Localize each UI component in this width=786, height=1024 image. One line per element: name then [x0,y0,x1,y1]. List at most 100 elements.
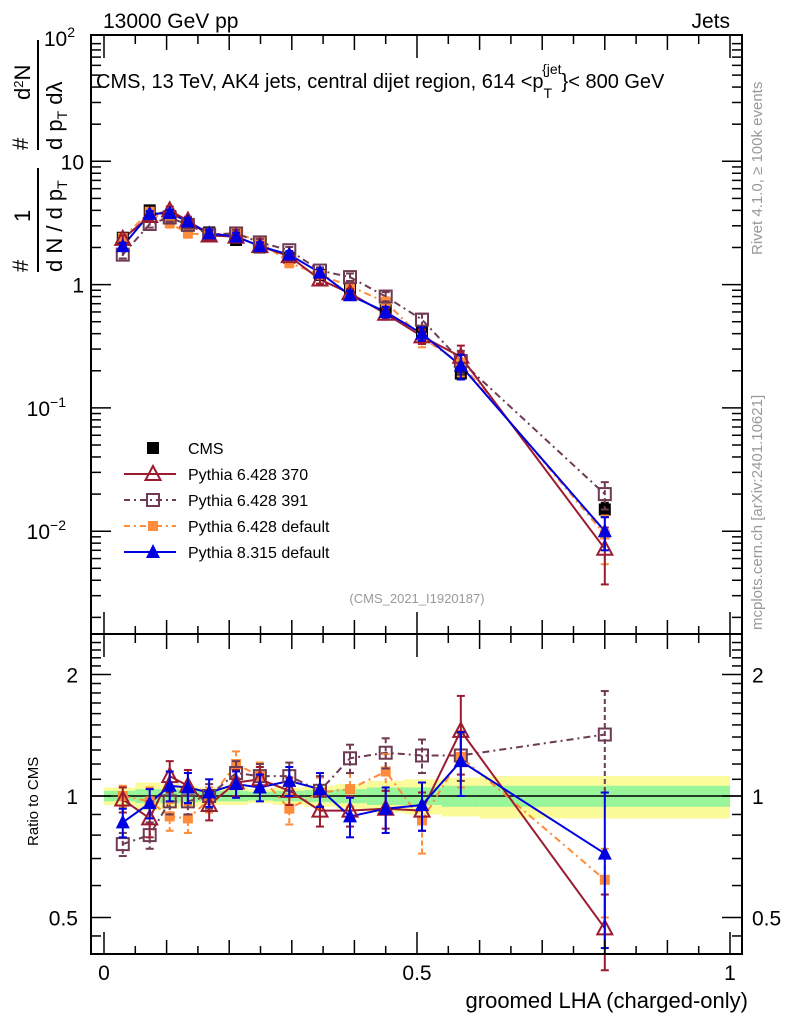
legend-marker-pythia-6-428-370 [143,463,163,481]
main-y-tick-label: 10 [61,151,84,174]
point-pythia-8-315-default [180,779,195,794]
legend-marker-pythia-8-315-default [146,544,160,558]
legend: CMS Pythia 6.428 370 Pythia 6.428 391 Pythi… [124,441,330,562]
annotation: (CMS_2021_I1920187) [349,591,484,606]
main-y-tick-label: 102 [44,24,75,51]
point-pythia-8-315-default [115,814,130,829]
point-pythia-8-315-default [162,205,177,220]
tick-base: 10 [27,398,50,421]
main-title-sup: {jet [542,61,562,77]
point-pythia-6-428-default [345,784,356,795]
point-pythia-8-315-default [343,808,358,823]
point-pythia-8-315-default [229,776,244,791]
legend-marker-cms [147,442,159,454]
point-pythia-6-428-default [284,803,295,814]
ratio-y-label: Ratio to CMS [25,757,42,846]
ylabel-one: 1 [10,210,35,222]
point-pythia-8-315-default [229,228,244,243]
point-pythia-8-315-default [312,781,327,796]
ratio-panel: 0.5 0.51 12 2 0 0.5 1 Ratio to CMS groomed LH… [25,633,781,1013]
point-pythia-8-315-default [180,213,195,228]
series-line-pythia-6-428-370 [122,728,606,929]
tick-exponent: 2 [67,24,75,40]
legend-label-pythia-6-428-370: Pythia 6.428 370 [188,467,308,484]
ratio-y-axis: 0.5 0.5 1 1 2 2 [49,641,781,937]
ylabel-hash-1: # [8,259,33,272]
legend-marker-pythia-6-428-391 [146,493,160,507]
main-y-tick-label: 10−1 [27,394,67,421]
point-pythia-6-428-default [380,766,391,777]
header-right: Jets [691,10,730,33]
main-x-ticks [103,36,731,634]
legend-label-cms: CMS [188,441,224,458]
point-pythia-8-315-default [202,784,217,799]
series-line-pythia-6-428-default [122,755,606,881]
point-pythia-8-315-default [282,246,297,261]
series-line-pythia-6-428-default [122,210,606,536]
point-pythia-8-315-default [415,796,430,811]
main-y-label: # 1 d N / d pT # d2N d pT dλ [8,40,70,272]
ratio-y-tick-label-right: 1 [752,786,764,809]
point-pythia-6-428-391 [378,745,393,760]
point-pythia-8-315-default [162,777,177,792]
ratio-series-markers [113,690,614,972]
legend-marker-pythia-6-428-default [148,521,158,531]
point-pythia-8-315-default [252,779,267,794]
main-title-sub: T [544,85,553,101]
ratio-y-tick-label-right: 0.5 [752,908,781,931]
main-series-markers [113,200,614,586]
point-pythia-8-315-default [115,238,130,253]
tick-base: 10 [27,521,50,544]
ylabel-dn-dpt: d N / d pT [42,180,70,272]
ratio-y-tick-label: 1 [66,786,78,809]
point-pythia-8-315-default [453,753,468,768]
tick-base: 10 [44,28,67,51]
point-pythia-8-315-default [312,264,327,279]
tick-exponent: −2 [50,517,66,533]
point-pythia-6-428-391 [115,837,130,852]
point-pythia-6-428-370 [595,538,614,556]
point-pythia-8-315-default [378,303,393,318]
x-tick-label: 0 [98,962,110,985]
point-pythia-6-428-370 [199,794,219,812]
main-y-tick-label: 10−2 [27,517,67,544]
legend-label-pythia-6-428-391: Pythia 6.428 391 [188,493,308,510]
point-pythia-8-315-default [597,523,612,538]
point-pythia-6-428-391 [343,751,358,766]
tick-base: 1 [72,275,84,298]
ylabel-d2n: d2N [10,65,35,100]
point-pythia-6-428-391 [343,270,358,285]
x-tick-label: 1 [724,962,736,985]
ratio-y-tick-label-right: 2 [752,665,764,688]
main-title-text: CMS, 13 TeV, AK4 jets, central dijet reg… [96,71,544,93]
point-pythia-6-428-391 [415,312,430,327]
main-title-tail: }< 800 GeV [562,71,666,93]
point-pythia-8-315-default [343,287,358,302]
point-pythia-6-428-default [182,228,193,239]
point-pythia-8-315-default [453,357,468,372]
series-line-pythia-6-428-391 [122,216,606,495]
tick-exponent: −1 [50,394,66,410]
ratio-series-lines [122,728,606,929]
header-left: 13000 GeV pp [103,10,238,33]
point-pythia-6-428-391 [597,727,612,742]
point-pythia-8-315-default [378,800,393,815]
main-title: CMS, 13 TeV, AK4 jets, central dijet reg… [96,61,665,101]
point-pythia-6-428-370 [113,789,132,807]
rivet-label: Rivet 4.1.0, ≥ 100k events [749,82,766,255]
ratio-x-axis: 0 0.5 1 [98,635,736,985]
point-pythia-6-428-370 [310,800,330,818]
ylabel-dpt-dl: d pT dλ [42,81,70,150]
legend-label-pythia-8-315-default: Pythia 8.315 default [188,545,330,562]
point-pythia-6-428-default [182,813,193,824]
ratio-y-tick-label: 2 [66,665,78,688]
point-pythia-6-428-391 [597,487,612,502]
point-pythia-6-428-default [164,811,175,822]
point-pythia-8-315-default [597,845,612,860]
point-pythia-8-315-default [252,238,267,253]
point-pythia-8-315-default [142,795,157,810]
point-pythia-8-315-default [142,205,157,220]
